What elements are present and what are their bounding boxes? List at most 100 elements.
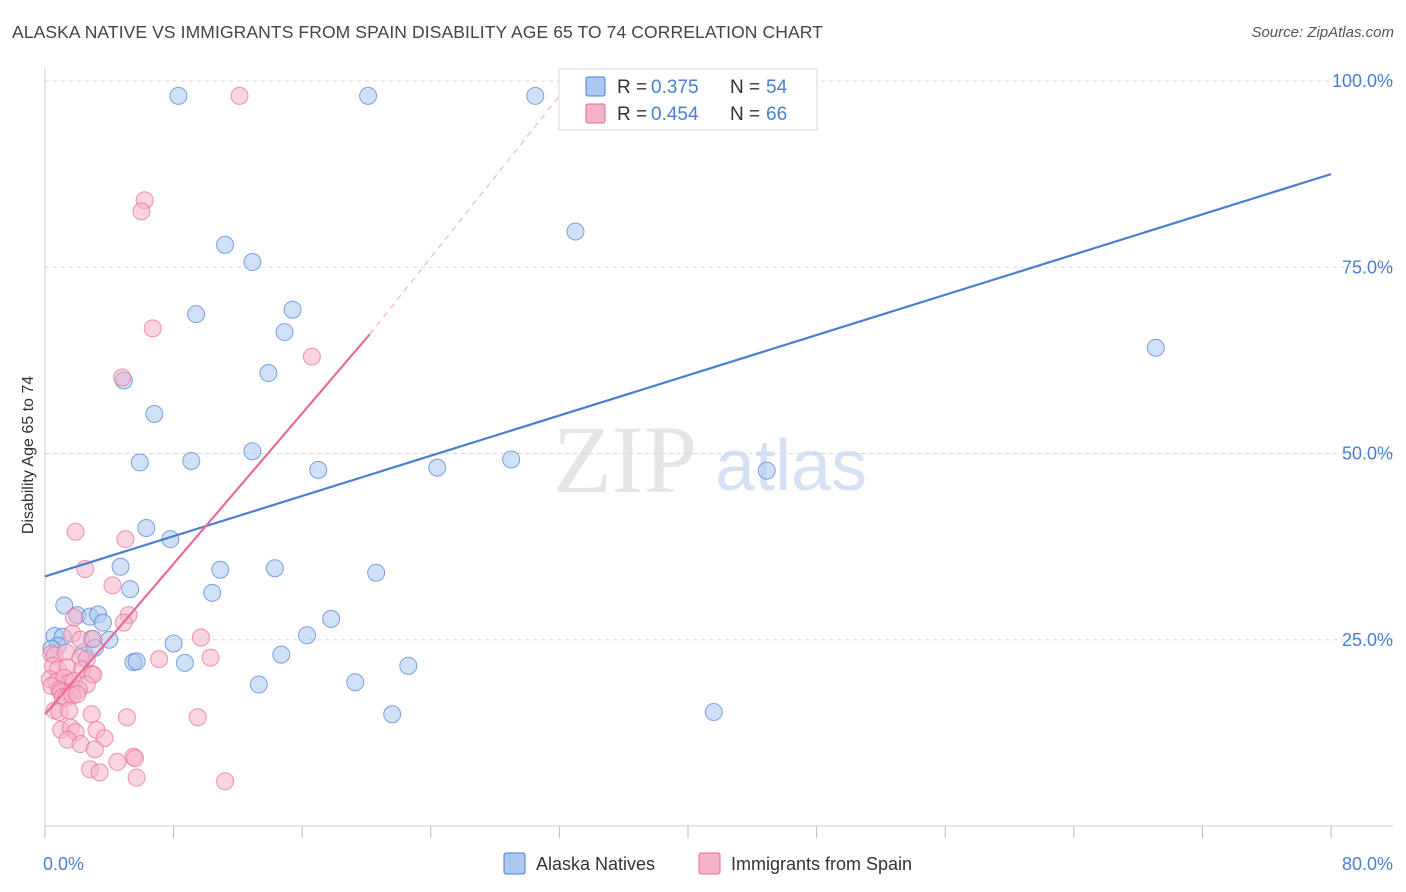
trend-extension-immigrants-from-spain xyxy=(369,95,560,335)
point-alaska-natives xyxy=(187,305,206,324)
point-immigrants-from-spain xyxy=(68,685,87,704)
point-immigrants-from-spain xyxy=(113,368,132,387)
trend-line-immigrants-from-spain xyxy=(44,333,371,715)
watermark: ZIP atlas xyxy=(553,406,867,513)
point-immigrants-from-spain xyxy=(117,708,136,727)
legend-r-label-pink: R = xyxy=(617,104,647,125)
point-alaska-natives xyxy=(55,596,74,615)
point-immigrants-from-spain xyxy=(126,749,145,768)
legend-r-label-blue: R = xyxy=(617,77,647,98)
point-immigrants-from-spain xyxy=(60,701,79,720)
legend-swatch-pink xyxy=(585,103,606,124)
point-alaska-natives xyxy=(757,461,776,480)
axis-ticks: 25.0% 50.0% 75.0% 100.0% 0.0% 80.0% xyxy=(43,71,1393,874)
point-immigrants-from-spain xyxy=(216,772,235,791)
point-alaska-natives xyxy=(566,222,585,241)
point-immigrants-from-spain xyxy=(64,608,83,627)
point-alaska-natives xyxy=(243,253,262,272)
point-alaska-natives xyxy=(216,235,235,254)
point-alaska-natives xyxy=(259,364,278,383)
point-alaska-natives xyxy=(1146,338,1165,357)
point-immigrants-from-spain xyxy=(103,576,122,595)
point-alaska-natives xyxy=(275,323,294,342)
point-alaska-natives xyxy=(399,656,418,675)
chart-title: ALASKA NATIVE VS IMMIGRANTS FROM SPAIN D… xyxy=(12,22,823,42)
y-tick-label: 75.0% xyxy=(1342,257,1393,277)
y-tick-label: 100.0% xyxy=(1332,71,1393,91)
point-alaska-natives xyxy=(309,460,328,479)
point-alaska-natives xyxy=(704,703,723,722)
point-alaska-natives xyxy=(346,673,365,692)
point-alaska-natives xyxy=(383,705,402,724)
point-immigrants-from-spain xyxy=(230,86,249,105)
point-immigrants-from-spain xyxy=(85,740,104,759)
trend-line-alaska-natives xyxy=(44,173,1332,578)
point-alaska-natives xyxy=(130,453,149,472)
point-immigrants-from-spain xyxy=(82,705,101,724)
point-immigrants-from-spain xyxy=(108,752,127,771)
point-immigrants-from-spain xyxy=(150,650,169,669)
gridlines xyxy=(45,80,1393,641)
legend-r-value-blue: 0.375 xyxy=(651,77,699,98)
point-alaska-natives xyxy=(203,583,222,602)
watermark-atlas: atlas xyxy=(715,426,867,506)
point-alaska-natives xyxy=(121,580,140,599)
bottom-legend-label-pink: Immigrants from Spain xyxy=(731,854,912,874)
y-tick-label: 25.0% xyxy=(1342,630,1393,650)
x-tick-label: 80.0% xyxy=(1342,854,1393,874)
bottom-legend-swatch-pink xyxy=(698,852,721,875)
point-alaska-natives xyxy=(367,563,386,582)
point-alaska-natives xyxy=(322,609,341,628)
y-tick-label: 50.0% xyxy=(1342,444,1393,464)
point-immigrants-from-spain xyxy=(90,763,109,782)
point-immigrants-from-spain xyxy=(143,319,162,338)
point-immigrants-from-spain xyxy=(132,202,151,221)
bottom-legend-swatch-blue xyxy=(503,852,526,875)
point-alaska-natives xyxy=(93,613,112,632)
point-immigrants-from-spain xyxy=(66,522,85,541)
point-alaska-natives xyxy=(175,653,194,672)
bottom-legend: Alaska Natives Immigrants from Spain xyxy=(503,852,912,875)
point-alaska-natives xyxy=(145,405,164,424)
watermark-zip: ZIP xyxy=(553,406,697,513)
series-immigrants-from-spain xyxy=(40,86,321,791)
point-immigrants-from-spain xyxy=(127,768,146,787)
y-axis-label: Disability Age 65 to 74 xyxy=(20,376,37,534)
point-immigrants-from-spain xyxy=(116,530,135,549)
point-alaska-natives xyxy=(169,86,188,105)
point-alaska-natives xyxy=(359,86,378,105)
source-label: Source: ZipAtlas.com xyxy=(1251,24,1394,41)
legend-n-value-pink: 66 xyxy=(766,104,787,125)
point-alaska-natives xyxy=(272,645,291,664)
point-alaska-natives xyxy=(526,86,545,105)
point-immigrants-from-spain xyxy=(191,628,210,647)
point-immigrants-from-spain xyxy=(84,630,103,649)
point-alaska-natives xyxy=(249,675,268,694)
legend-n-value-blue: 54 xyxy=(766,77,788,98)
point-alaska-natives xyxy=(127,652,146,671)
point-alaska-natives xyxy=(283,300,302,319)
point-alaska-natives xyxy=(137,519,156,537)
x-tick-label: 0.0% xyxy=(43,854,84,874)
point-alaska-natives xyxy=(428,458,447,477)
point-immigrants-from-spain xyxy=(201,648,220,667)
point-alaska-natives xyxy=(164,634,183,653)
point-alaska-natives xyxy=(111,557,130,576)
point-alaska-natives xyxy=(182,451,201,470)
legend: R = 0.375 N = 54 R = 0.454 N = 66 xyxy=(558,68,818,131)
point-alaska-natives xyxy=(243,442,262,461)
bottom-legend-label-blue: Alaska Natives xyxy=(536,854,655,874)
legend-r-value-pink: 0.454 xyxy=(651,104,699,125)
axes xyxy=(44,68,1393,838)
legend-n-label-blue: N = xyxy=(730,77,760,98)
point-immigrants-from-spain xyxy=(302,347,321,366)
point-alaska-natives xyxy=(502,450,521,469)
legend-swatch-blue xyxy=(585,76,606,97)
point-alaska-natives xyxy=(265,559,284,578)
point-alaska-natives xyxy=(298,626,317,645)
point-immigrants-from-spain xyxy=(188,708,207,727)
legend-n-label-pink: N = xyxy=(730,104,760,125)
trend-lines xyxy=(44,95,1332,715)
point-alaska-natives xyxy=(211,560,230,579)
